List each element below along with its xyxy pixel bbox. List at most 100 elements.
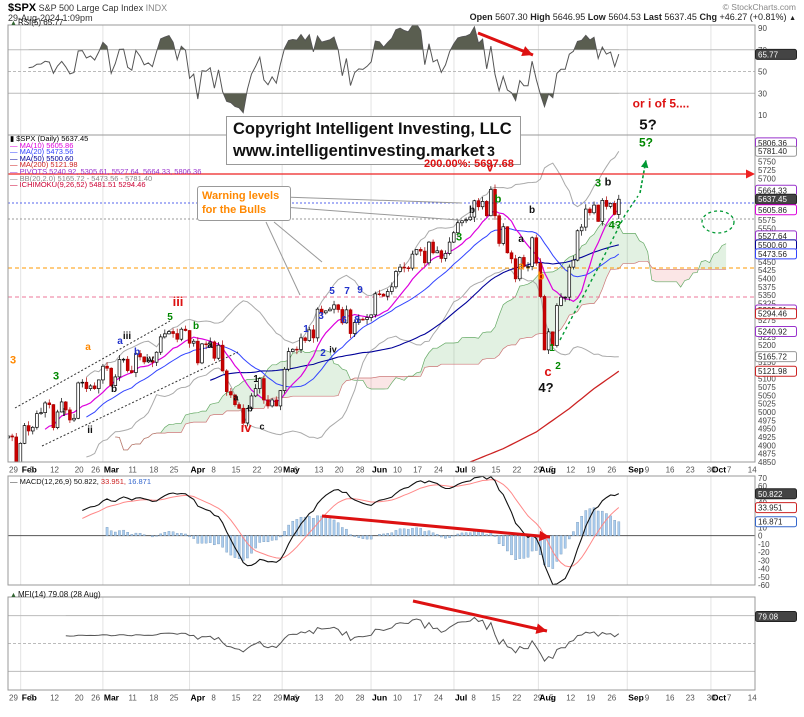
mfi-value: 79.08 (28 Aug) [48,590,101,599]
axis-tick-label: 5350 [758,291,776,300]
axis-tick-label: 26 [607,694,616,703]
axis-badge: 5605.86 [755,204,797,216]
wave-label: 3 [318,310,324,322]
wave-label: 5? [638,135,654,150]
svg-text:5165.72: 5165.72 [758,353,787,362]
axis-badge: 5473.56 [755,248,797,260]
axis-tick-label: 8 [471,466,476,475]
axis-badge: 5165.72 [755,351,797,363]
axis-tick-label: 6 [294,466,299,475]
axis-tick-label: 9 [645,694,650,703]
axis-tick-label: -50 [758,573,770,582]
axis-tick-label: Mar [104,693,120,703]
line-icon: — [10,477,18,486]
legend-row: ▮ $SPX (Daily) 5637.45 [10,134,89,143]
axis-tick-label: Apr [191,693,206,703]
svg-text:5806.36: 5806.36 [758,139,787,148]
axis-tick-label: 5000 [758,408,776,417]
axis-tick-label: 30 [758,89,767,98]
horizontal-level-lines [8,202,755,298]
wave-label: iii [172,293,184,309]
axis-tick-label: 15 [492,694,501,703]
axis-tick-label: 5450 [758,258,776,267]
axis-tick-label: 28 [356,466,365,475]
axis-tick-label: 8 [211,466,216,475]
axis-tick-label: 5375 [758,283,776,292]
svg-text:5781.40: 5781.40 [758,147,787,156]
up-arrow-icon: ▲ [789,15,796,22]
month-gridlines [20,25,712,690]
axis-tick-label: 19 [586,466,595,475]
wave-label: 4? [538,379,554,395]
axis-tick-label: 28 [356,694,365,703]
axis-tick-label: 7 [727,694,732,703]
axis-tick-label: 5400 [758,274,776,283]
axis-tick-label: 22 [253,694,262,703]
wave-label: 3 [52,370,60,383]
wave-label: 3 [487,143,495,160]
panel-frames [7,24,756,691]
warning-callout: Warning levels for the Bulls [197,186,291,221]
axis-tick-label: 8 [211,694,216,703]
axis-tick-label: 18 [149,694,158,703]
indicator-icon: ▲ [10,20,17,27]
macd-name: MACD(12,26,9) [19,477,72,486]
axis-tick-label: 20 [335,466,344,475]
axis-tick-label: Feb [22,693,37,703]
legend-row: — ICHIMOKU(9,26,52) 5481.51 5294.46 [10,180,146,190]
main-overlay-legend: ▮ $SPX (Daily) 5637.45— MA(10) 5605.86— … [10,134,202,190]
macd-signal-value: 33.951, [100,477,126,486]
axis-badge: 5781.40 [755,145,797,157]
macd-hist-value: 16.871 [128,477,151,486]
axis-tick-label: 15 [232,466,241,475]
axis-tick-label: 20 [75,466,84,475]
axis-tick-label: 6 [294,694,299,703]
axis-tick-label: 19 [586,694,595,703]
axis-tick-label: 24 [434,694,443,703]
quote-line: Open 5607.30 High 5646.95 Low 5604.53 La… [470,12,796,22]
wave-label: b [528,204,536,216]
axis-tick-label: Sep [628,693,644,703]
axis-tick-label: 5225 [758,333,776,342]
wave-label: 2 [555,360,561,372]
axis-tick-label: 29 [9,466,18,475]
axis-tick-label: Aug [539,465,556,475]
warning-line1: Warning levels [202,190,280,202]
low-value: 5604.53 [608,12,641,22]
legend-row: — MA(200) 5121.98 [10,160,78,170]
axis-tick-label: Jul [455,693,467,703]
bollinger-bands [86,151,620,458]
axis-tick-label: May [283,693,300,703]
axis-tick-label: 13 [315,466,324,475]
axis-tick-label: 4950 [758,425,776,434]
axis-badge: 5500.60 [755,239,797,251]
axis-tick-label: Mar [104,465,120,475]
axis-tick-label: Oct [712,465,726,475]
mfi-panel [8,615,755,672]
moving-averages [44,209,620,462]
chart-header: $SPX S&P 500 Large Cap Index INDX [8,2,167,14]
copyright-annotation: Copyright Intelligent Investing, LLC www… [226,116,521,165]
legend-row: — PIVOTS 5240.92, 5305.61, 5527.64, 5664… [10,166,202,176]
axis-badge: 5240.92 [755,326,797,338]
axis-tick-label: 5275 [758,316,776,325]
axis-tick-label: 10 [758,111,767,120]
axis-badge: 16.871 [755,516,797,528]
axis-badge: 33.951 [755,502,797,514]
axis-tick-label: 23 [686,466,695,475]
svg-text:33.951: 33.951 [758,504,783,513]
axis-tick-label: 5550 [758,224,776,233]
axis-tick-label: 30 [707,694,716,703]
axis-tick-label: 5200 [758,341,776,350]
axis-tick-label: 5 [30,466,35,475]
axis-tick-label: 14 [748,694,757,703]
axis-tick-label: 5075 [758,383,776,392]
wave-label: b [110,383,118,395]
axis-tick-label: -30 [758,556,770,565]
rsi-name: RSI(5) [17,18,42,27]
axis-tick-label: 70 [758,474,767,483]
wave-label: a [517,260,525,273]
wave-label: 1 [303,323,309,335]
axis-tick-label: Feb [22,465,37,475]
